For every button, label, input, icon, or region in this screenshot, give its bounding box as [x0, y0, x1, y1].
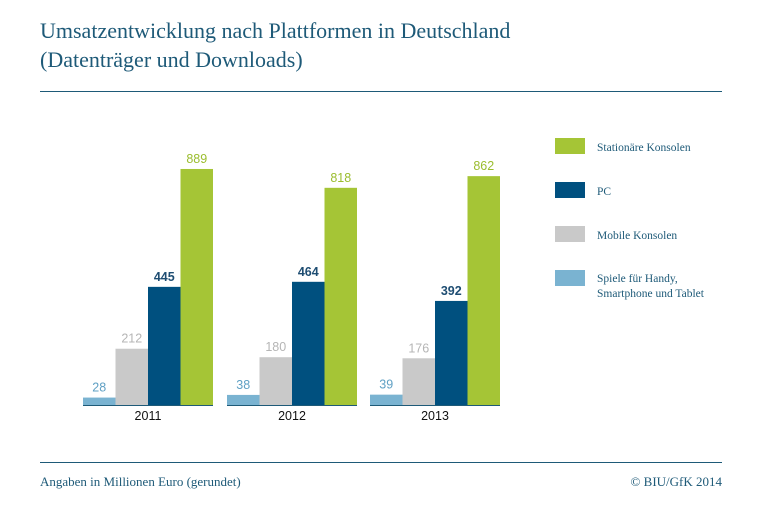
bar-spiele-fuer-handy-smartphone-und-tablet-2013	[370, 394, 403, 405]
legend-swatch-mobile-konsolen	[555, 226, 585, 242]
data-label-pc-2012: 464	[298, 265, 319, 279]
legend-label-stationaere-konsolen: Stationäre Konsolen	[597, 142, 691, 154]
bar-stationaere-konsolen-2011	[180, 168, 213, 405]
top-divider	[40, 91, 722, 92]
legend-swatch-stationaere-konsolen	[555, 138, 585, 154]
data-label-stationaere-konsolen-2013: 862	[473, 159, 494, 173]
legend-label-spiele-handy: Spiele für Handy, Smartphone und Tablet	[597, 273, 704, 300]
data-label-pc-2011: 445	[154, 270, 175, 284]
chart-title-line-2: (Datenträger und Downloads)	[40, 47, 303, 72]
data-label-mobile-konsolen-2011: 212	[121, 332, 142, 346]
data-label-spiele-fuer-handy-smartphone-und-tablet-2012: 38	[236, 378, 250, 392]
x-tick-label-2012: 2012	[278, 409, 306, 423]
bar-pc-2011	[148, 286, 181, 405]
footer-source: © BIU/GfK 2014	[630, 474, 722, 489]
data-label-stationaere-konsolen-2011: 889	[186, 152, 207, 166]
footer-note: Angaben in Millionen Euro (gerundet)	[40, 474, 241, 489]
bottom-divider	[40, 462, 722, 463]
data-label-mobile-konsolen-2012: 180	[265, 340, 286, 354]
bar-mobile-konsolen-2013	[402, 358, 435, 405]
bar-spiele-fuer-handy-smartphone-und-tablet-2011	[83, 397, 116, 405]
x-tick-label-2011: 2011	[135, 409, 162, 423]
data-label-stationaere-konsolen-2012: 818	[330, 171, 351, 185]
legend-swatch-spiele-handy	[555, 270, 585, 286]
data-label-pc-2013: 392	[441, 284, 462, 298]
chart-title: Umsatzentwicklung nach Plattformen in De…	[40, 16, 720, 74]
bar-stationaere-konsolen-2012	[324, 187, 357, 405]
data-label-mobile-konsolen-2013: 176	[408, 341, 429, 355]
bar-mobile-konsolen-2011	[115, 348, 148, 405]
bar-pc-2012	[292, 281, 325, 405]
bar-mobile-konsolen-2012	[259, 357, 292, 405]
legend-label-mobile-konsolen: Mobile Konsolen	[597, 230, 678, 242]
bar-stationaere-konsolen-2013	[467, 176, 500, 405]
chart-title-line-1: Umsatzentwicklung nach Plattformen in De…	[40, 18, 511, 43]
legend-label-pc: PC	[597, 186, 612, 198]
data-label-spiele-fuer-handy-smartphone-und-tablet-2013: 39	[379, 378, 393, 392]
bar-pc-2013	[435, 300, 468, 405]
bar-spiele-fuer-handy-smartphone-und-tablet-2012	[227, 394, 260, 405]
x-tick-label-2013: 2013	[421, 409, 449, 423]
data-label-spiele-fuer-handy-smartphone-und-tablet-2011: 28	[92, 381, 106, 395]
legend-swatch-pc	[555, 182, 585, 198]
